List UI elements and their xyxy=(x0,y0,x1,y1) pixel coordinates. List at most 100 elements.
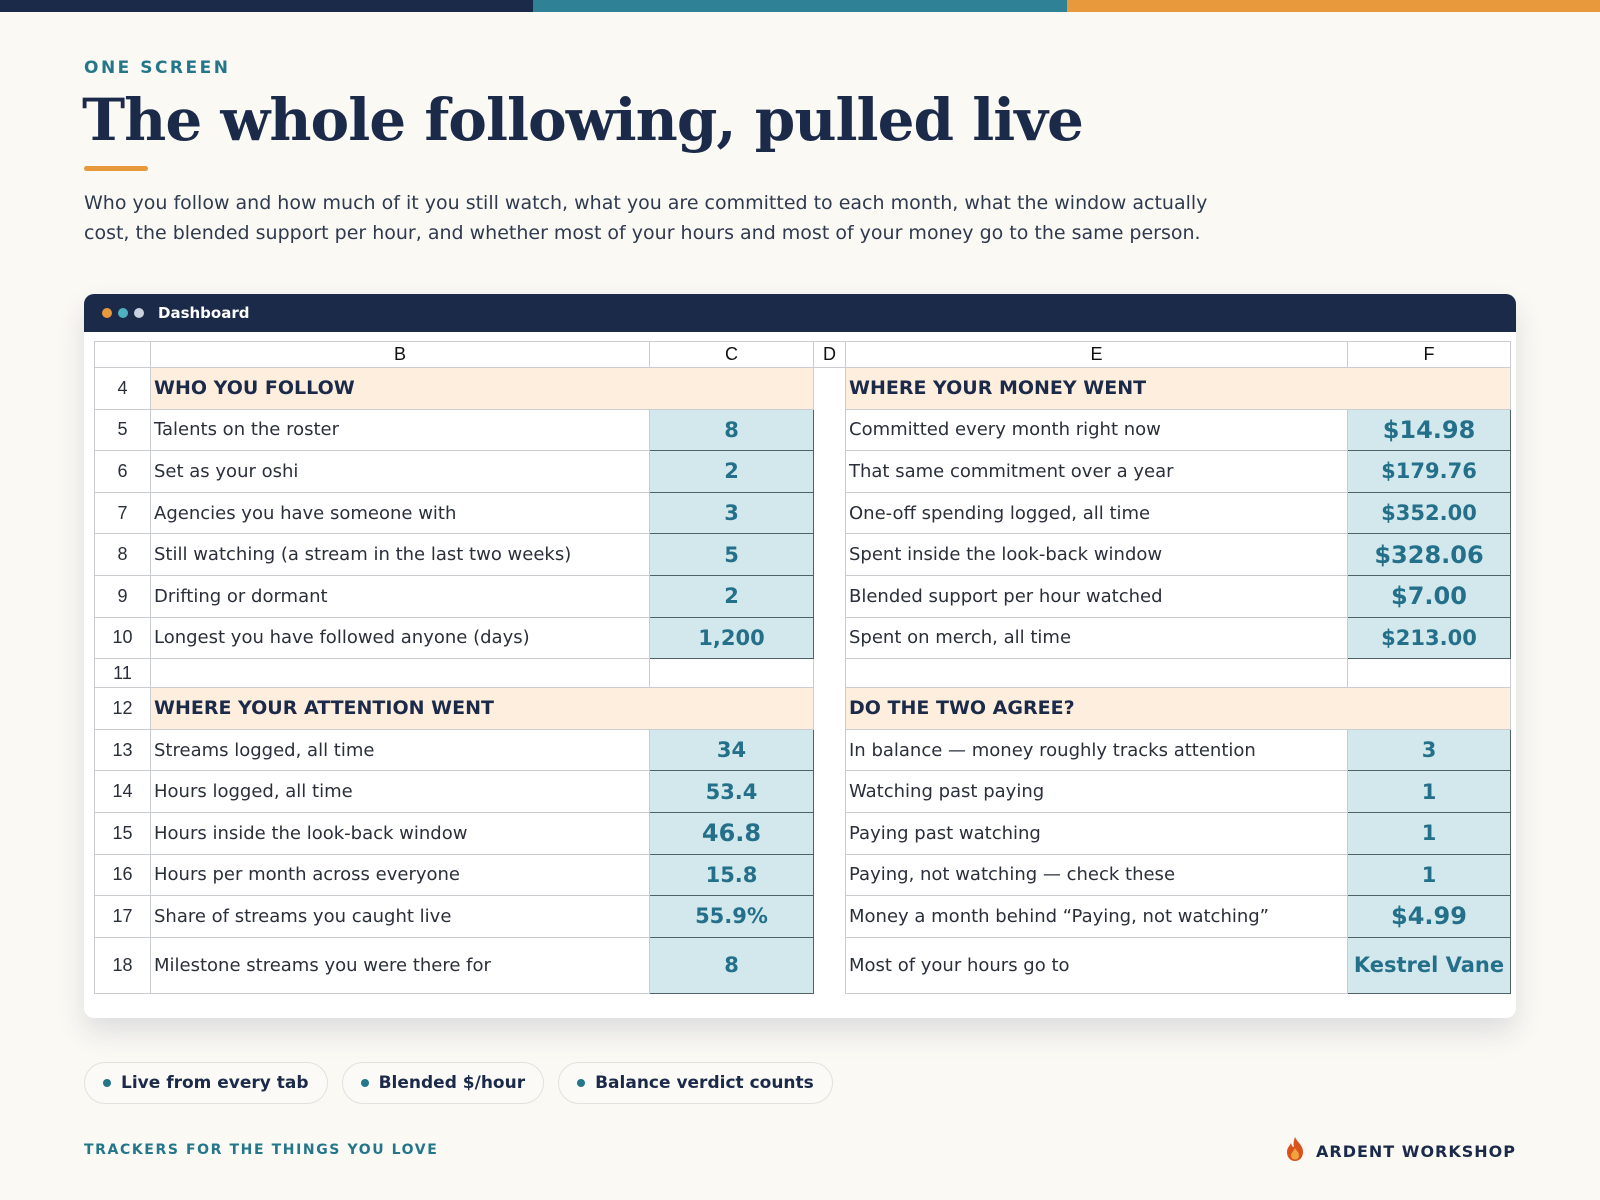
metric-value[interactable]: 46.8 xyxy=(649,811,814,855)
spacer-cell[interactable] xyxy=(813,409,846,451)
spacer-cell[interactable] xyxy=(813,658,846,688)
column-header-f[interactable]: F xyxy=(1347,341,1511,368)
metric-value[interactable]: $4.99 xyxy=(1347,895,1511,938)
metric-label[interactable]: Watching past paying xyxy=(845,770,1348,813)
metric-value[interactable]: $179.76 xyxy=(1347,450,1511,493)
metric-value[interactable]: $328.06 xyxy=(1347,533,1511,576)
row-number[interactable]: 14 xyxy=(94,770,151,813)
metric-label[interactable]: Most of your hours go to xyxy=(845,936,1348,994)
row-number[interactable]: 6 xyxy=(94,450,151,493)
metric-value[interactable]: 5 xyxy=(649,533,814,576)
row-number[interactable]: 17 xyxy=(94,895,151,938)
metric-value[interactable]: $7.00 xyxy=(1347,574,1511,618)
row-number[interactable]: 18 xyxy=(94,936,151,994)
spacer-cell[interactable] xyxy=(813,617,846,659)
metric-value[interactable]: 8 xyxy=(649,408,814,452)
metric-label[interactable]: In balance — money roughly tracks attent… xyxy=(845,728,1348,772)
section-header-left[interactable]: WHO YOU FOLLOW xyxy=(150,367,814,410)
window-dot-teal[interactable] xyxy=(118,308,128,318)
sheet-row-14: 14 Hours logged, all time 53.4 Watching pas… xyxy=(94,770,1511,813)
section-header-right[interactable]: WHERE YOUR MONEY WENT xyxy=(845,367,1511,410)
metric-value[interactable]: $14.98 xyxy=(1347,408,1511,452)
section-header-left[interactable]: WHERE YOUR ATTENTION WENT xyxy=(150,687,814,730)
row-number[interactable]: 4 xyxy=(94,367,151,410)
row-number[interactable]: 15 xyxy=(94,811,151,855)
spacer-cell[interactable] xyxy=(813,729,846,771)
metric-value[interactable]: 15.8 xyxy=(649,853,814,897)
row-number[interactable]: 11 xyxy=(94,658,151,689)
sheet-row-11: 11 xyxy=(94,658,1511,689)
metric-label[interactable]: Agencies you have someone with xyxy=(150,491,650,535)
metric-label[interactable]: Hours per month across everyone xyxy=(150,853,650,897)
row-number[interactable]: 13 xyxy=(94,728,151,772)
accent-segment-navy xyxy=(0,0,534,12)
metric-label[interactable]: That same commitment over a year xyxy=(845,450,1348,493)
section-header-right[interactable]: DO THE TWO AGREE? xyxy=(845,687,1511,730)
window-dot-gray[interactable] xyxy=(134,308,144,318)
column-header-c[interactable]: C xyxy=(649,341,814,368)
empty-cell[interactable] xyxy=(1347,658,1511,689)
spacer-cell[interactable] xyxy=(813,687,846,730)
metric-label[interactable]: Hours logged, all time xyxy=(150,770,650,813)
metric-label[interactable]: Paying, not watching — check these xyxy=(845,853,1348,897)
window-dot-orange[interactable] xyxy=(102,308,112,318)
metric-label[interactable]: Still watching (a stream in the last two… xyxy=(150,533,650,576)
empty-cell[interactable] xyxy=(150,658,650,689)
row-number[interactable]: 5 xyxy=(94,408,151,452)
window-titlebar: Dashboard xyxy=(84,294,1516,332)
row-number[interactable]: 12 xyxy=(94,687,151,730)
metric-value[interactable]: 1 xyxy=(1347,811,1511,855)
metric-value[interactable]: 1,200 xyxy=(649,616,814,660)
metric-value[interactable]: 8 xyxy=(649,936,814,994)
metric-value[interactable]: 2 xyxy=(649,574,814,618)
spreadsheet-grid: B C D E F 4 WHO YOU FOLLOW WHERE YOUR MONE… xyxy=(94,341,1511,994)
spacer-cell[interactable] xyxy=(813,492,846,534)
column-header-e[interactable]: E xyxy=(845,341,1348,368)
metric-label[interactable]: Hours inside the look-back window xyxy=(150,811,650,855)
metric-value[interactable]: $213.00 xyxy=(1347,616,1511,660)
row-number[interactable]: 9 xyxy=(94,574,151,618)
metric-value[interactable]: 55.9% xyxy=(649,895,814,938)
row-number[interactable]: 7 xyxy=(94,491,151,535)
metric-label[interactable]: Talents on the roster xyxy=(150,408,650,452)
metric-value[interactable]: 34 xyxy=(649,728,814,772)
row-number[interactable]: 8 xyxy=(94,533,151,576)
spacer-cell[interactable] xyxy=(813,854,846,896)
metric-label[interactable]: Drifting or dormant xyxy=(150,574,650,618)
metric-label[interactable]: Committed every month right now xyxy=(845,408,1348,452)
metric-value[interactable]: 1 xyxy=(1347,770,1511,813)
column-header-b[interactable]: B xyxy=(150,341,650,368)
row-number[interactable]: 10 xyxy=(94,616,151,660)
metric-label[interactable]: Longest you have followed anyone (days) xyxy=(150,616,650,660)
row-number[interactable]: 16 xyxy=(94,853,151,897)
metric-value[interactable]: 3 xyxy=(1347,728,1511,772)
metric-label[interactable]: Milestone streams you were there for xyxy=(150,936,650,994)
spacer-cell[interactable] xyxy=(813,367,846,410)
empty-cell[interactable] xyxy=(845,658,1348,689)
metric-value[interactable]: Kestrel Vane xyxy=(1347,936,1511,994)
spacer-cell[interactable] xyxy=(813,895,846,938)
metric-label[interactable]: Share of streams you caught live xyxy=(150,895,650,938)
metric-label[interactable]: Spent on merch, all time xyxy=(845,616,1348,660)
column-header-d[interactable]: D xyxy=(813,341,846,368)
sheet-row-5: 5 Talents on the roster 8 Committed every m… xyxy=(94,408,1511,452)
spacer-cell[interactable] xyxy=(813,450,846,493)
empty-cell[interactable] xyxy=(649,658,814,689)
metric-label[interactable]: Blended support per hour watched xyxy=(845,574,1348,618)
metric-value[interactable]: 1 xyxy=(1347,853,1511,897)
metric-label[interactable]: Paying past watching xyxy=(845,811,1348,855)
metric-value[interactable]: $352.00 xyxy=(1347,491,1511,535)
metric-label[interactable]: One-off spending logged, all time xyxy=(845,491,1348,535)
metric-value[interactable]: 53.4 xyxy=(649,770,814,813)
spacer-cell[interactable] xyxy=(813,812,846,855)
spacer-cell[interactable] xyxy=(813,533,846,576)
metric-label[interactable]: Spent inside the look-back window xyxy=(845,533,1348,576)
spacer-cell[interactable] xyxy=(813,770,846,813)
spacer-cell[interactable] xyxy=(813,937,846,994)
metric-value[interactable]: 2 xyxy=(649,450,814,493)
metric-label[interactable]: Streams logged, all time xyxy=(150,728,650,772)
metric-value[interactable]: 3 xyxy=(649,491,814,535)
metric-label[interactable]: Money a month behind “Paying, not watchi… xyxy=(845,895,1348,938)
metric-label[interactable]: Set as your oshi xyxy=(150,450,650,493)
spacer-cell[interactable] xyxy=(813,575,846,618)
